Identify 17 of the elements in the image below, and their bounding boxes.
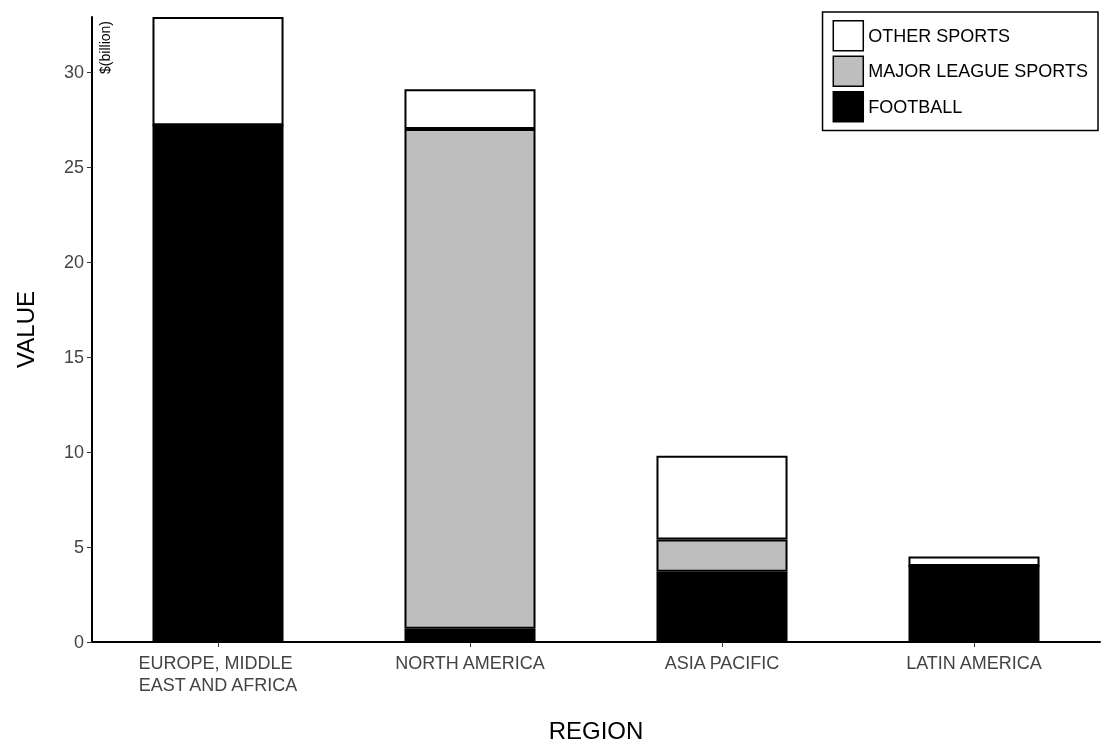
y-tick-label: 0 — [73, 632, 84, 652]
y-tick-label: 25 — [63, 157, 84, 178]
legend-label: FOOTBALL — [868, 96, 963, 117]
legend-label: OTHER SPORTS — [868, 25, 1010, 46]
legend-label: MAJOR LEAGUE SPORTS — [868, 61, 1088, 82]
x-tick-label: ASIA PACIFIC — [664, 653, 780, 673]
y-tick-label: 15 — [63, 347, 84, 368]
x-tick-label: NORTH AMERICA — [395, 653, 545, 673]
y-tick-label: 30 — [63, 62, 84, 83]
y-tick-label: 20 — [63, 252, 84, 273]
annotation: $(billion) — [97, 21, 113, 74]
x-tick-label: LATIN AMERICA — [906, 653, 1042, 673]
y-tick-label: 10 — [63, 442, 84, 463]
x-axis-title: REGION — [548, 716, 644, 744]
x-tick-label: EUROPE, MIDDLE EAST AND AFRICA — [138, 653, 298, 695]
y-axis-title: VALUE — [11, 291, 39, 368]
y-tick-label: 5 — [73, 537, 84, 558]
